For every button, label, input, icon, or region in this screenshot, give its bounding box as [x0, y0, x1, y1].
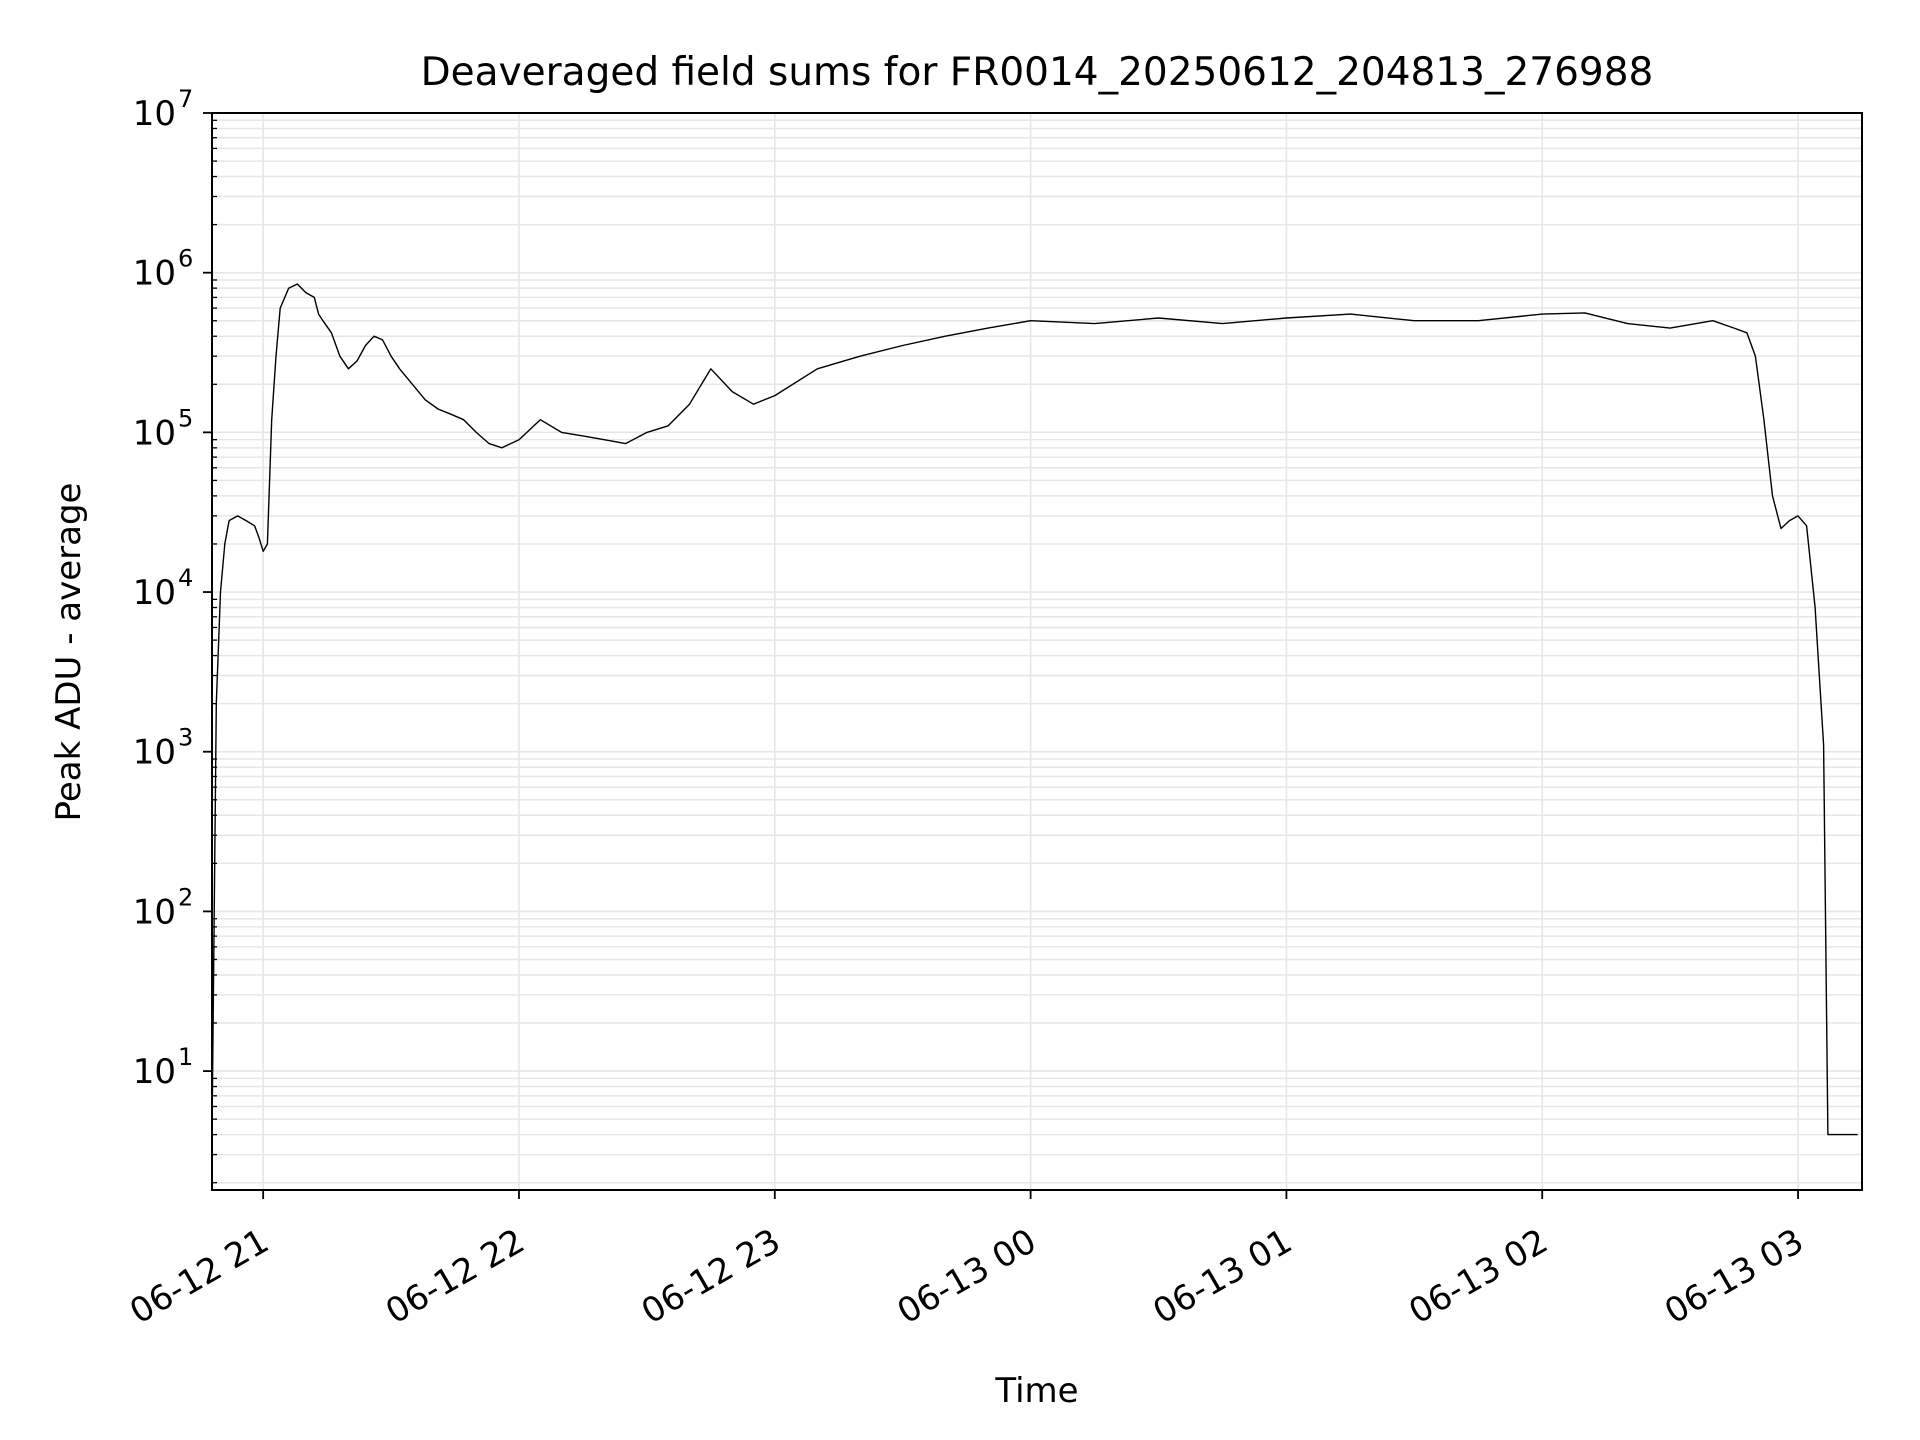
tick-label-y-exponent: 7: [178, 85, 193, 113]
series-line: [211, 283, 1858, 1136]
tick-label-y-exponent: 6: [178, 245, 193, 273]
tick-label-y: 10: [133, 413, 176, 453]
tick-label-x: 06-12 21: [123, 1221, 275, 1332]
tick-label-y: 10: [133, 1052, 176, 1092]
chart-title: Deaveraged field sums for FR0014_2025061…: [421, 50, 1654, 95]
tick-label-y-exponent: 4: [178, 564, 193, 592]
y-axis-label: Peak ADU - average: [49, 483, 89, 822]
tick-label-x: 06-13 02: [1402, 1221, 1554, 1332]
axes-frame: [211, 112, 1863, 1191]
tick-label-x: 06-12 23: [635, 1221, 787, 1332]
tick-label-x: 06-13 00: [891, 1221, 1043, 1332]
x-axis: 06-12 21 06-12 22 06-12 23 06-13 00 06-13 01…: [123, 1190, 1811, 1332]
tick-label-x: 06-13 03: [1658, 1221, 1810, 1332]
grid: [212, 112, 1862, 1190]
tick-label-y-exponent: 3: [178, 724, 193, 752]
tick-label-y: 10: [133, 573, 176, 613]
plot-area: [211, 283, 1858, 1136]
tick-label-y: 10: [133, 94, 176, 134]
tick-label-y: 10: [133, 892, 176, 932]
tick-label-y-exponent: 5: [178, 404, 193, 432]
x-axis-label: Time: [994, 1371, 1078, 1411]
tick-label-y: 10: [133, 733, 176, 773]
tick-label-y: 10: [133, 254, 176, 294]
tick-label-x: 06-12 22: [379, 1221, 531, 1332]
tick-label-y-exponent: 1: [178, 1043, 193, 1071]
tick-label-y-exponent: 2: [178, 883, 193, 911]
tick-label-x: 06-13 01: [1147, 1221, 1299, 1332]
